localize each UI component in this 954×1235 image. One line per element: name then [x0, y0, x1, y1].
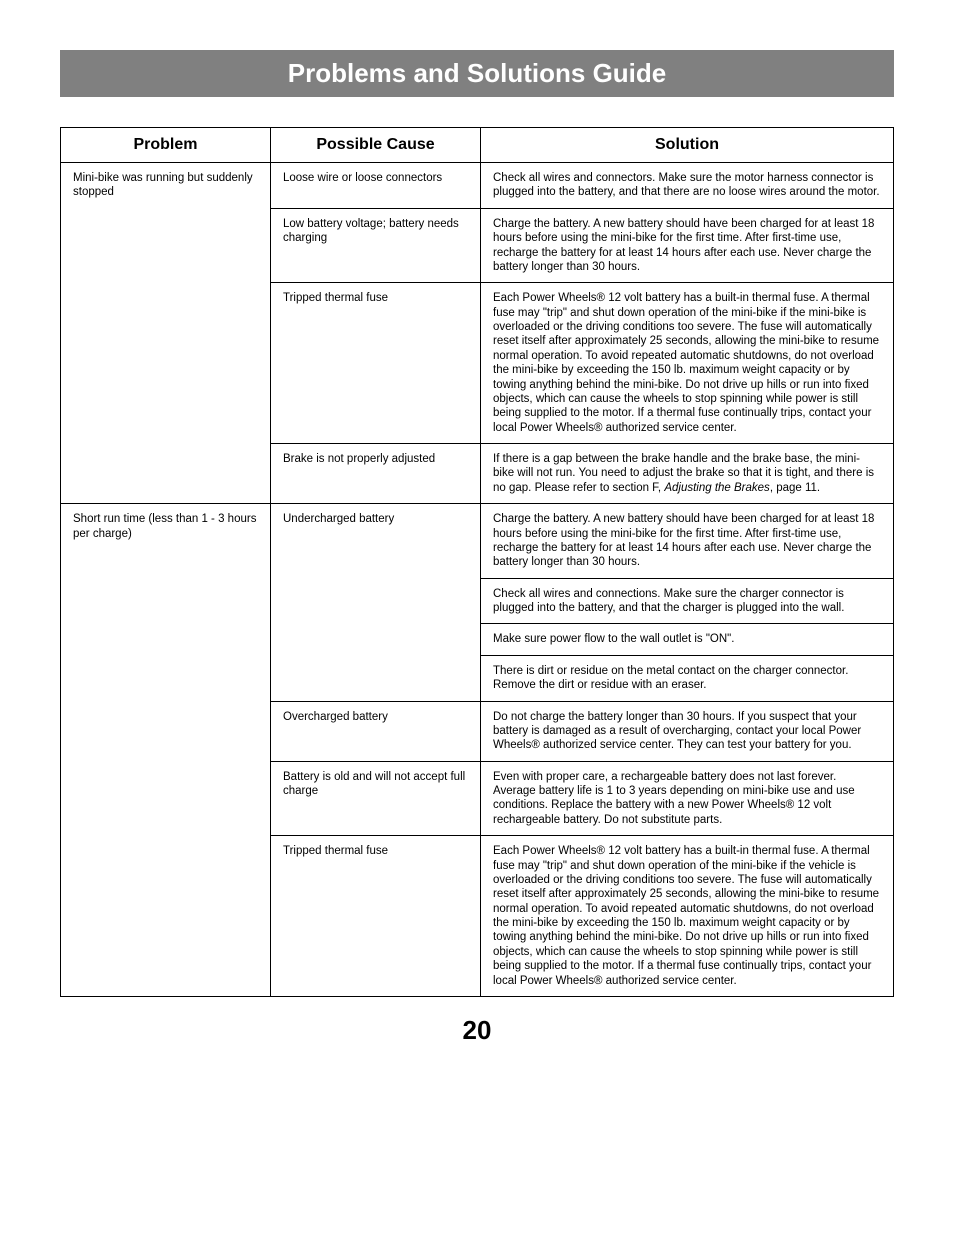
page-container: Problems and Solutions Guide Problem Pos…: [0, 0, 954, 1076]
table-row: Short run time (less than 1 - 3 hours pe…: [61, 504, 894, 579]
cell-cause: Tripped thermal fuse: [271, 283, 481, 444]
cell-cause: Undercharged battery: [271, 504, 481, 701]
cell-solution: Charge the battery. A new battery should…: [481, 208, 894, 283]
page-title-banner: Problems and Solutions Guide: [60, 50, 894, 97]
cell-solution: Each Power Wheels® 12 volt battery has a…: [481, 283, 894, 444]
cell-problem: Short run time (less than 1 - 3 hours pe…: [61, 504, 271, 997]
cell-cause: Brake is not properly adjusted: [271, 444, 481, 504]
table-body: Mini-bike was running but suddenly stopp…: [61, 163, 894, 997]
col-header-cause: Possible Cause: [271, 128, 481, 163]
cell-solution: Charge the battery. A new battery should…: [481, 504, 894, 579]
table-header-row: Problem Possible Cause Solution: [61, 128, 894, 163]
cell-solution: Check all wires and connectors. Make sur…: [481, 163, 894, 209]
cell-problem: Mini-bike was running but suddenly stopp…: [61, 163, 271, 504]
cell-cause: Tripped thermal fuse: [271, 836, 481, 997]
col-header-solution: Solution: [481, 128, 894, 163]
cell-solution: Each Power Wheels® 12 volt battery has a…: [481, 836, 894, 997]
cell-solution: Do not charge the battery longer than 30…: [481, 701, 894, 761]
page-title: Problems and Solutions Guide: [288, 58, 667, 89]
cell-solution: Check all wires and connections. Make su…: [481, 578, 894, 624]
cell-solution: Make sure power flow to the wall outlet …: [481, 624, 894, 655]
cell-cause: Low battery voltage; battery needs charg…: [271, 208, 481, 283]
page-number: 20: [60, 1015, 894, 1046]
troubleshooting-table: Problem Possible Cause Solution Mini-bik…: [60, 127, 894, 997]
cell-solution: Even with proper care, a rechargeable ba…: [481, 761, 894, 836]
table-row: Mini-bike was running but suddenly stopp…: [61, 163, 894, 209]
cell-cause: Battery is old and will not accept full …: [271, 761, 481, 836]
cell-cause: Loose wire or loose connectors: [271, 163, 481, 209]
cell-cause: Overcharged battery: [271, 701, 481, 761]
cell-solution: There is dirt or residue on the metal co…: [481, 655, 894, 701]
col-header-problem: Problem: [61, 128, 271, 163]
cell-solution: If there is a gap between the brake hand…: [481, 444, 894, 504]
